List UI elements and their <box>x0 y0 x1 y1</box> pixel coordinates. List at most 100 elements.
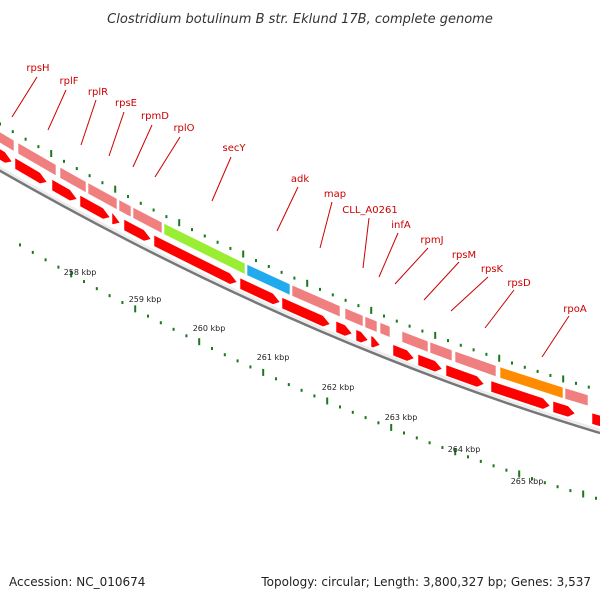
tick-mark <box>44 258 47 262</box>
tick-mark <box>229 246 232 250</box>
feature-segment[interactable] <box>499 366 564 399</box>
feature-segment[interactable] <box>429 341 453 362</box>
tick-mark <box>70 270 73 278</box>
gene-label-map[interactable]: map <box>319 189 346 249</box>
cds-arrow[interactable] <box>79 194 111 220</box>
tick-mark <box>114 185 117 193</box>
tick-mark <box>326 397 329 405</box>
feature-segment[interactable] <box>364 315 378 333</box>
feature-segment[interactable] <box>0 126 15 152</box>
cds-arrow[interactable] <box>239 277 281 305</box>
feature-segment[interactable] <box>401 330 429 353</box>
feature-segment[interactable] <box>246 263 291 296</box>
gene-label-rpoA[interactable]: rpoA <box>541 304 587 358</box>
gene-label-rpsM[interactable]: rpsM <box>423 250 476 301</box>
tick-mark <box>485 352 488 356</box>
tick-mark <box>441 446 444 450</box>
cds-arrow[interactable] <box>490 380 551 410</box>
tick-mark <box>262 368 265 376</box>
tick-mark <box>147 314 149 318</box>
tick-mark <box>582 490 585 498</box>
tick-mark <box>287 383 290 387</box>
feature-segment[interactable] <box>291 284 341 318</box>
svg-text:rplO: rplO <box>173 123 194 134</box>
tick-mark <box>159 321 162 325</box>
tick-mark <box>377 421 380 425</box>
tick-mark <box>331 293 334 297</box>
svg-text:rpsM: rpsM <box>452 250 476 261</box>
cds-arrow[interactable] <box>445 364 485 388</box>
tick-mark <box>249 365 252 369</box>
gene-label-rpmD[interactable]: rpmD <box>132 111 169 168</box>
feature-segment[interactable] <box>379 322 391 338</box>
tick-mark <box>300 388 303 392</box>
tick-mark <box>198 338 201 346</box>
tick-mark <box>390 423 393 431</box>
tick-mark <box>575 381 577 385</box>
tick-mark <box>24 137 27 141</box>
feature-segment[interactable] <box>59 166 87 194</box>
kbp-label: 263 kbp <box>385 413 418 422</box>
gene-label-secY[interactable]: secY <box>211 143 246 202</box>
cds-arrow[interactable] <box>281 297 331 327</box>
feature-segment[interactable] <box>344 307 364 327</box>
cds-arrow[interactable] <box>14 157 48 184</box>
gene-label-adk[interactable]: adk <box>276 174 309 232</box>
tick-mark <box>421 329 424 333</box>
tick-mark <box>498 354 501 362</box>
gene-label-rpmJ[interactable]: rpmJ <box>394 235 444 285</box>
feature-segment[interactable] <box>87 182 118 211</box>
genome-title: Clostridium botulinum B str. Eklund 17B,… <box>107 12 493 27</box>
cds-arrow[interactable] <box>111 212 121 225</box>
feature-segment[interactable] <box>17 142 57 177</box>
cds-arrow[interactable] <box>392 344 415 362</box>
accession-text: Accession: NC_010674 <box>9 575 145 589</box>
cds-arrow[interactable] <box>123 218 152 242</box>
tick-mark <box>152 208 155 212</box>
cds-arrow[interactable] <box>51 179 78 201</box>
kbp-label: 258 kbp <box>64 268 97 277</box>
tick-mark <box>364 416 367 420</box>
gene-label-rplR[interactable]: rplR <box>80 87 108 146</box>
feature-segment[interactable] <box>118 199 132 218</box>
tick-mark <box>293 276 296 280</box>
svg-text:adk: adk <box>291 174 309 185</box>
tick-mark <box>165 215 168 219</box>
cds-arrow[interactable] <box>355 329 369 343</box>
tick-mark <box>88 174 91 178</box>
gene-label-CLL_A0261[interactable]: CLL_A0261 <box>342 205 398 269</box>
tick-mark <box>242 250 245 258</box>
tick-mark <box>267 264 270 268</box>
kbp-label: 264 kbp <box>448 445 481 454</box>
tick-mark <box>383 314 385 318</box>
cds-arrow[interactable] <box>335 320 353 337</box>
cds-arrow[interactable] <box>591 412 600 427</box>
gene-label-rplF[interactable]: rplF <box>47 76 79 131</box>
gene-label-rpsK[interactable]: rpsK <box>450 264 504 312</box>
topology-text: Topology: circular; Length: 3,800,327 bp… <box>260 575 591 589</box>
gene-label-infA[interactable]: infA <box>378 220 411 278</box>
feature-segment[interactable] <box>564 387 589 407</box>
cds-arrow[interactable] <box>552 400 576 418</box>
tick-mark <box>492 464 495 468</box>
gene-label-rplO[interactable]: rplO <box>154 123 195 178</box>
kbp-label: 262 kbp <box>322 383 355 392</box>
tick-mark <box>511 361 513 365</box>
feature-segment[interactable] <box>454 350 497 378</box>
cds-arrow[interactable] <box>417 354 443 373</box>
gene-label-rpsD[interactable]: rpsD <box>484 278 531 329</box>
gene-label-rpsE[interactable]: rpsE <box>108 98 137 157</box>
feature-segment[interactable] <box>132 206 163 234</box>
tick-mark <box>57 265 60 269</box>
tick-mark <box>0 122 1 126</box>
cds-arrow[interactable] <box>0 143 13 164</box>
tick-mark <box>459 343 462 347</box>
cds-arrow[interactable] <box>153 234 238 285</box>
tick-mark <box>479 459 482 463</box>
tick-mark <box>313 394 316 398</box>
tick-mark <box>185 334 188 338</box>
gene-label-rpsH[interactable]: rpsH <box>11 63 50 118</box>
feature-segment[interactable] <box>163 222 246 275</box>
cds-arrow[interactable] <box>370 335 381 348</box>
cds-track <box>0 143 600 427</box>
